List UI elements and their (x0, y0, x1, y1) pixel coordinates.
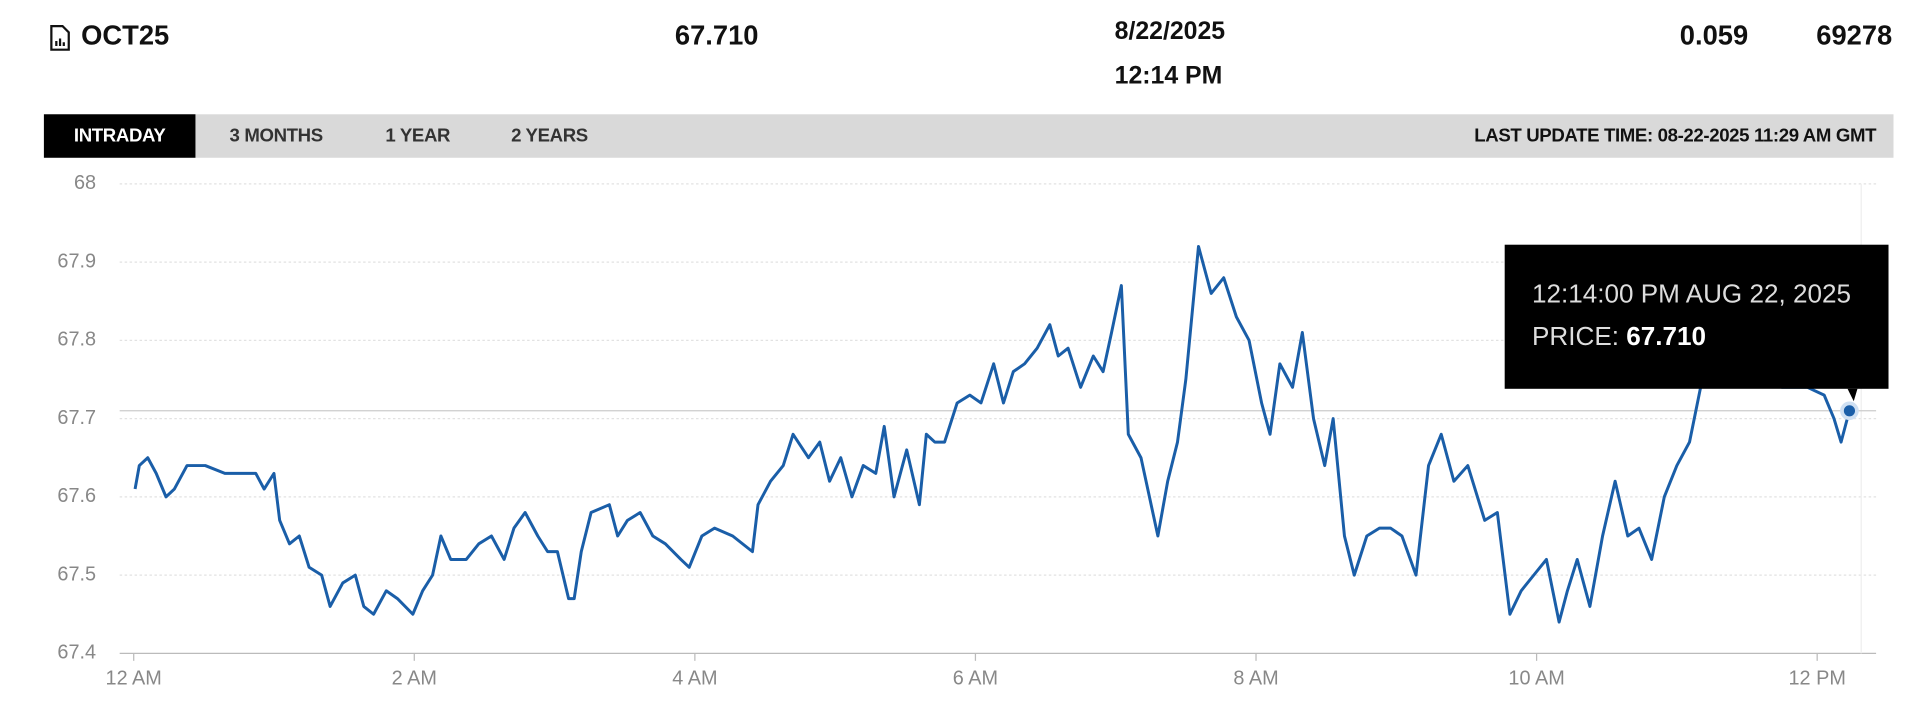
x-tick-label: 2 AM (392, 668, 437, 690)
time: 12:14 PM (1115, 63, 1223, 90)
y-tick-label: 67.4 (57, 642, 96, 664)
header: OCT25 67.710 8/22/2025 12:14 PM 0.059 69… (50, 18, 1892, 90)
tooltip-price-label: PRICE: (1532, 321, 1619, 351)
volume: 69278 (1816, 19, 1892, 50)
tab[interactable]: 1 YEAR (385, 125, 451, 146)
change: 0.059 (1680, 19, 1748, 50)
tooltip-time: 12:14:00 PM AUG 22, 2025 (1532, 279, 1851, 309)
y-tick-label: 67.5 (57, 563, 96, 585)
tab[interactable]: 3 MONTHS (230, 125, 324, 146)
last-price: 67.710 (675, 19, 759, 50)
tooltip: 12:14:00 PM AUG 22, 2025 PRICE: 67.710 (1504, 244, 1889, 402)
x-tick-label: 10 AM (1508, 668, 1564, 690)
price-line (133, 244, 1851, 624)
x-tick-label: 8 AM (1233, 668, 1278, 690)
tooltip-bg (1504, 244, 1889, 389)
tooltip-price: PRICE: 67.710 (1532, 321, 1706, 351)
symbol: OCT25 (81, 19, 169, 50)
y-tick-label: 67.7 (57, 407, 96, 429)
date: 8/22/2025 (1115, 18, 1226, 45)
x-tick-label: 4 AM (672, 668, 717, 690)
file-icon (50, 24, 70, 51)
hover-marker (1840, 401, 1859, 421)
x-tick-label: 6 AM (953, 668, 998, 690)
y-tick-label: 68 (74, 172, 96, 194)
last-update: LAST UPDATE TIME: 08-22-2025 11:29 AM GM… (1474, 125, 1877, 146)
tab-bar: INTRADAY 3 MONTHS 1 YEAR 2 YEARS LAST UP… (43, 114, 1894, 158)
y-tick-label: 67.9 (57, 250, 96, 272)
y-tick-label: 67.6 (57, 485, 96, 507)
plot: 67.4 67.5 67.6 67.7 67.8 67.9 68 12 AM 2 AM 4 AM 6… (57, 172, 1877, 690)
y-tick-label: 67.8 (57, 329, 96, 351)
tab[interactable]: INTRADAY (74, 125, 167, 146)
tab[interactable]: 2 YEARS (511, 125, 588, 146)
tab-active-bg[interactable] (43, 114, 196, 158)
x-tick-label: 12 AM (106, 668, 162, 690)
x-tick-label: 12 PM (1788, 668, 1845, 690)
tooltip-pointer (1847, 388, 1858, 402)
tooltip-price-value: 67.710 (1626, 321, 1706, 351)
tab-bar-bg (43, 114, 1894, 158)
